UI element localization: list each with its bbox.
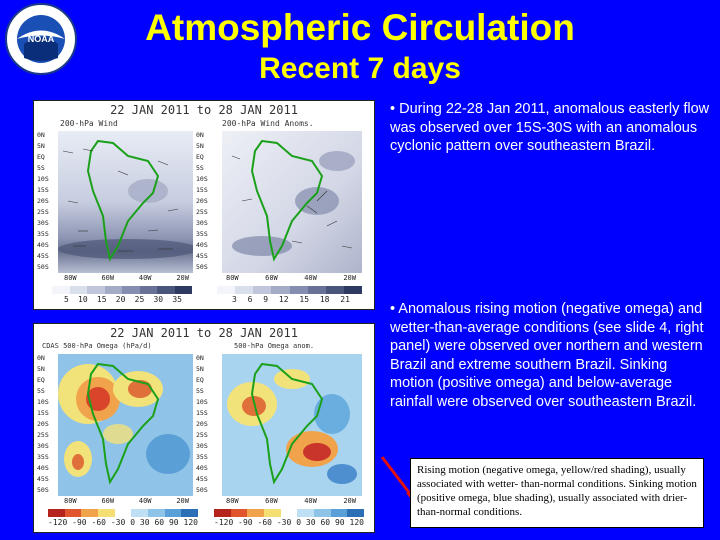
wind-map <box>58 131 193 273</box>
wind-anom-map <box>222 131 362 273</box>
omega-panel-title: CDAS 500-hPa Omega (hPa/d) <box>42 342 152 350</box>
omega-figure: 22 JAN 2011 to 28 JAN 2011 CDAS 500-hPa … <box>33 323 375 533</box>
omega-anom-colorbar-labels: -120 -90 -60 -30 0 30 60 90 120 <box>214 518 364 527</box>
wind-figure-date-range: 22 JAN 2011 to 28 JAN 2011 <box>110 103 298 117</box>
wind-figure: 22 JAN 2011 to 28 JAN 2011 200-hPa Wind … <box>33 100 375 310</box>
omega-map <box>58 354 193 496</box>
wind-anom-colorbar-labels: 3 6 9 12 15 18 21 <box>232 295 350 304</box>
wind-anom-panel-title: 200-hPa Wind Anoms. <box>222 119 314 128</box>
omega-anom-lat-labels: 0N 5N EQ 5S 10S 15S 20S 25S 30S 35S 40S 45S 50S <box>196 354 208 494</box>
page-subtitle: Recent 7 days <box>259 52 461 85</box>
bullet-omega: • Anomalous rising motion (negative omeg… <box>390 301 704 410</box>
wind-anom-lat-labels: 0N 5N EQ 5S 10S 15S 20S 25S 30S 35S 40S 45S 50S <box>196 131 208 271</box>
wind-colorbar-labels: 5 10 15 20 25 30 35 <box>64 295 182 304</box>
wind-anom-colorbar <box>217 286 362 294</box>
bullet-wind: • During 22-28 Jan 2011, anomalous easte… <box>390 101 710 154</box>
omega-colorbar <box>48 509 199 517</box>
omega-colorbar-labels: -120 -90 -60 -30 0 30 60 90 120 <box>48 518 198 527</box>
wind-anom-lon-labels: 80W 60W 40W 20W <box>226 274 356 282</box>
wind-colorbar <box>52 286 192 294</box>
page-title: Atmospheric Circulation <box>145 7 575 48</box>
wind-lat-labels: 0N 5N EQ 5S 10S 15S 20S 25S 30S 35S 40S 45S 50S <box>37 131 49 271</box>
omega-lat-labels: 0N 5N EQ 5S 10S 15S 20S 25S 30S 35S 40S 45S 50S <box>37 354 49 494</box>
noaa-logo: NOAA <box>4 2 78 76</box>
omega-anom-lon-labels: 80W 60W 40W 20W <box>226 497 356 505</box>
omega-lon-labels: 80W 60W 40W 20W <box>64 497 189 505</box>
omega-anom-map <box>222 354 362 496</box>
wind-panel-title: 200-hPa Wind <box>60 119 118 128</box>
wind-lon-labels: 80W 60W 40W 20W <box>64 274 189 282</box>
omega-figure-date-range: 22 JAN 2011 to 28 JAN 2011 <box>110 326 298 340</box>
omega-note: Rising motion (negative omega, yellow/re… <box>410 458 704 528</box>
logo-text: NOAA <box>28 34 55 44</box>
omega-anom-colorbar <box>214 509 365 517</box>
omega-anom-panel-title: 500-hPa Omega anom. <box>234 342 315 350</box>
